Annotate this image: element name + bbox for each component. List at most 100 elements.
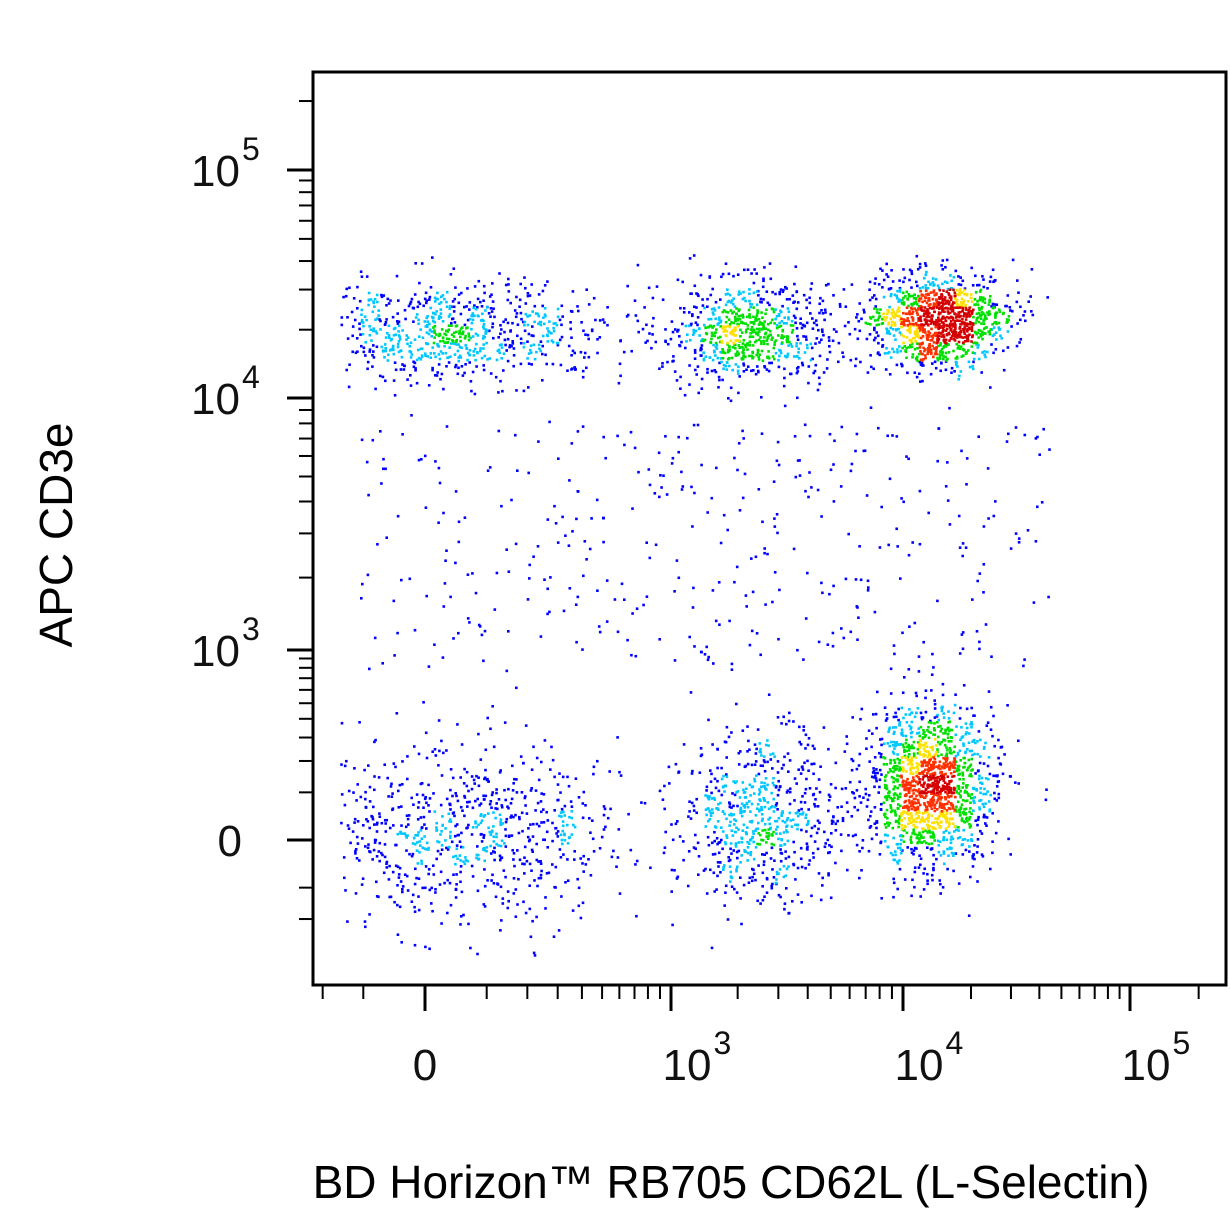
event-dot [820,581,823,585]
event-dot [963,305,967,308]
event-dot [523,862,526,866]
event-dot [786,339,789,343]
event-dot [401,783,404,786]
event-dot [688,800,691,803]
event-dot [921,816,924,819]
event-dot [511,340,514,343]
event-dot [495,802,498,805]
event-dot [413,943,417,947]
event-dot [340,793,344,796]
event-dot [914,301,918,304]
event-dot [968,845,971,848]
event-dot [704,326,707,330]
event-dot [779,349,782,353]
event-dot [931,831,934,834]
event-dot [722,513,726,517]
event-dot [948,751,952,755]
event-dot [474,821,477,825]
event-dot [940,740,943,744]
event-dot [769,321,773,325]
event-dot [761,359,765,362]
event-dot [834,761,838,765]
event-dot [941,682,945,686]
event-dot [927,333,931,336]
event-dot [658,638,661,641]
event-dot [1002,349,1005,353]
event-dot [976,346,980,349]
event-dot [364,341,367,344]
event-dot [797,347,800,351]
event-dot [884,368,888,371]
event-dot [781,811,784,815]
event-dot [942,355,945,358]
event-dot [898,723,901,726]
event-dot [885,273,888,276]
event-dot [937,844,940,847]
event-dot [554,322,557,325]
event-dot [963,811,967,815]
event-dot [794,321,797,325]
event-dot [758,790,762,794]
event-dot [929,372,933,376]
event-dot [708,809,711,813]
event-dot [961,554,964,558]
event-dot [757,864,760,867]
event-dot [870,745,873,749]
event-dot [527,839,531,843]
event-dot [382,467,385,471]
event-dot [732,804,735,808]
event-dot [399,832,402,835]
event-dot [944,829,948,833]
event-dot [777,463,781,467]
event-dot [796,370,800,373]
event-dot [768,361,771,365]
event-dot [824,283,828,287]
event-dot [531,850,534,853]
event-dot [900,317,903,321]
event-dot [570,368,573,371]
event-dot [932,666,935,669]
event-dot [859,801,863,804]
event-dot [524,286,527,290]
event-dot [483,868,486,871]
event-dot [1005,318,1009,321]
event-dot [905,455,908,458]
event-dot [462,860,465,863]
event-dot [816,847,820,851]
event-dot [761,323,764,326]
event-dot [918,287,922,290]
event-dot [828,592,831,596]
event-dot [966,839,970,842]
event-dot [927,335,930,339]
event-dot [849,630,853,634]
event-dot [441,824,444,827]
event-dot [425,316,428,320]
event-dot [925,841,928,845]
event-dot [796,823,799,827]
event-dot [904,319,908,322]
event-dot [785,322,788,325]
event-dot [907,762,910,766]
event-dot [924,289,928,293]
event-dot [541,289,545,293]
event-dot [385,866,389,869]
event-dot [385,304,388,307]
event-dot [876,308,879,311]
event-dot [721,356,725,360]
event-dot [903,750,906,754]
event-dot [962,301,965,305]
event-dot [882,756,885,759]
event-dot [748,313,751,316]
event-dot [396,345,400,349]
event-dot [973,352,977,355]
event-dot [689,323,693,327]
event-dot [724,293,728,296]
event-dot [427,846,430,850]
event-dot [733,793,737,797]
event-dot [432,326,435,329]
event-dot [482,903,486,906]
event-dot [979,298,982,301]
event-dot [393,361,397,364]
event-dot [941,693,945,697]
event-dot [898,867,902,871]
